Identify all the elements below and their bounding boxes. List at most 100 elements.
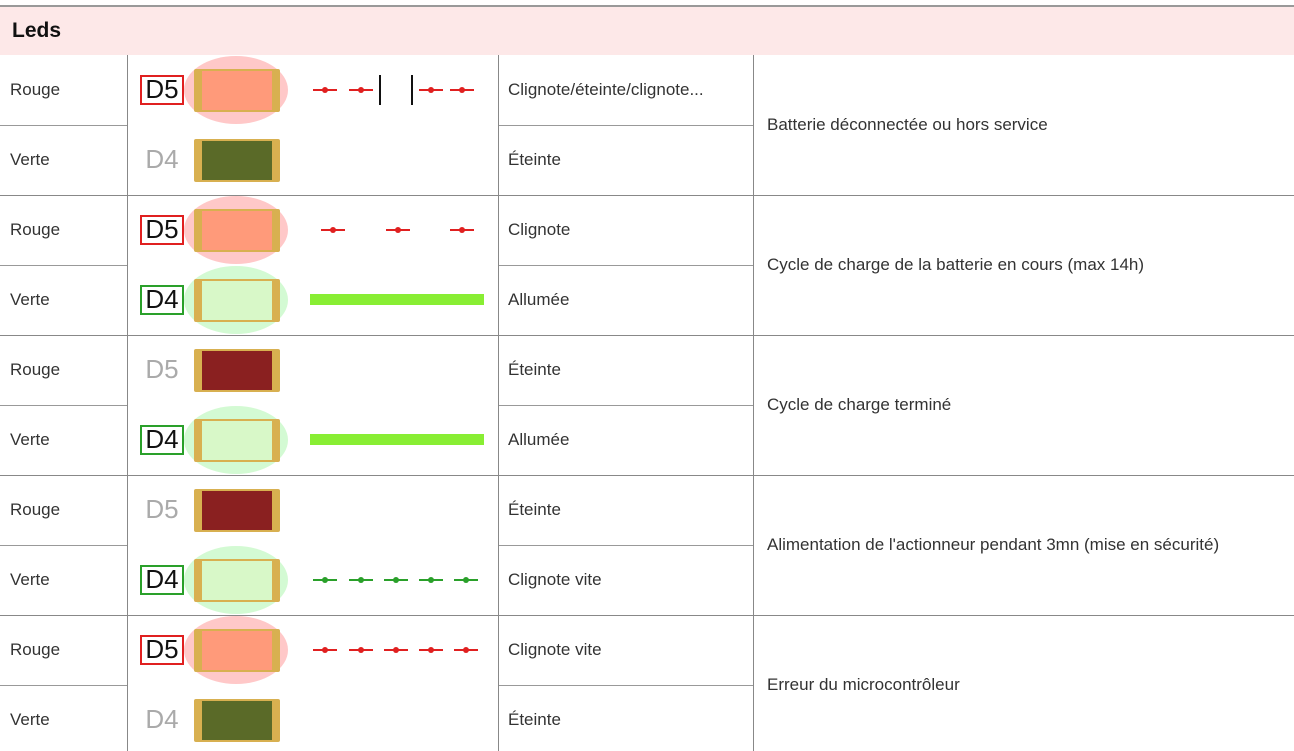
led-label: D5 <box>145 214 178 244</box>
led-label-box <box>140 75 184 105</box>
row-line <box>498 685 753 686</box>
description: Batterie déconnectée ou hors service <box>767 115 1048 134</box>
group-line <box>0 615 1294 616</box>
blink-dot <box>428 87 434 93</box>
led-color: Rouge <box>10 360 61 379</box>
led-state: Allumée <box>508 290 570 309</box>
led-chip <box>202 71 272 110</box>
led-label: D5 <box>145 494 178 524</box>
led-chip <box>202 211 272 250</box>
blink-dot <box>459 87 465 93</box>
led-graphic: D5 <box>145 489 280 532</box>
led-graphic: D4 <box>145 699 280 742</box>
led-label: D4 <box>145 284 178 314</box>
led-state: Éteinte <box>508 710 561 729</box>
blink-dot <box>428 577 434 583</box>
led-state: Clignote <box>508 220 571 239</box>
row-line <box>498 545 753 546</box>
led-label-box <box>140 635 184 665</box>
led-graphic: D4 <box>140 546 478 614</box>
led-state: Allumée <box>508 430 570 449</box>
led-state: Éteinte <box>508 500 561 519</box>
column-line <box>498 55 499 751</box>
row-line <box>498 265 753 266</box>
blink-dot <box>358 577 364 583</box>
led-state: Clignote vite <box>508 640 602 659</box>
row-line <box>0 125 127 126</box>
led-chip <box>202 561 272 600</box>
led-chip <box>202 701 272 740</box>
blink-dot <box>395 227 401 233</box>
led-graphic: D5 <box>145 349 280 392</box>
description: Erreur du microcontrôleur <box>767 675 960 694</box>
led-color: Verte <box>10 430 50 449</box>
row-line <box>0 685 127 686</box>
led-color: Rouge <box>10 640 61 659</box>
led-chip <box>202 491 272 530</box>
led-label-box <box>140 565 184 595</box>
led-graphic: D4 <box>145 139 280 182</box>
led-chip <box>202 351 272 390</box>
header: Leds <box>0 5 1294 55</box>
led-label: D4 <box>145 424 178 454</box>
led-label: D4 <box>145 704 178 734</box>
led-label: D5 <box>145 354 178 384</box>
led-graphic: D5 <box>140 196 474 264</box>
led-graphic: D4 <box>140 266 484 334</box>
on-bar <box>310 434 484 445</box>
led-color: Verte <box>10 290 50 309</box>
led-graphic: D5 <box>140 616 478 684</box>
led-color: Rouge <box>10 220 61 239</box>
column-line <box>753 55 754 751</box>
led-chip <box>202 421 272 460</box>
led-state: Éteinte <box>508 360 561 379</box>
row-line <box>0 405 127 406</box>
led-color: Verte <box>10 710 50 729</box>
row-line <box>498 125 753 126</box>
blink-dot <box>322 577 328 583</box>
led-chip <box>202 631 272 670</box>
led-label: D5 <box>145 634 178 664</box>
header-title: Leds <box>12 19 62 42</box>
blink-dot <box>322 647 328 653</box>
description: Alimentation de l'actionneur pendant 3mn… <box>767 535 1220 554</box>
row-line <box>0 545 127 546</box>
led-state: Clignote/éteinte/clignote... <box>508 80 704 99</box>
description: Cycle de charge terminé <box>767 395 952 414</box>
blink-dot <box>459 227 465 233</box>
group-line <box>0 475 1294 476</box>
blink-dot <box>428 647 434 653</box>
led-label: D4 <box>145 564 178 594</box>
description: Cycle de charge de la batterie en cours … <box>767 255 1145 274</box>
group-line <box>0 335 1294 336</box>
led-color: Verte <box>10 570 50 589</box>
blink-dot <box>330 227 336 233</box>
led-graphic: D4 <box>140 406 484 474</box>
blink-dot <box>393 577 399 583</box>
row-line <box>498 405 753 406</box>
led-label: D4 <box>145 144 178 174</box>
led-chip <box>202 281 272 320</box>
led-label-box <box>140 215 184 245</box>
led-color: Verte <box>10 150 50 169</box>
blink-dot <box>358 87 364 93</box>
led-label: D5 <box>145 74 178 104</box>
led-chip <box>202 141 272 180</box>
led-color: Rouge <box>10 80 61 99</box>
blink-dot <box>322 87 328 93</box>
column-line <box>127 55 128 751</box>
blink-dot <box>358 647 364 653</box>
blink-dot <box>393 647 399 653</box>
row-line <box>0 265 127 266</box>
led-graphic: D5 <box>140 56 474 124</box>
led-label-box <box>140 285 184 315</box>
blink-dot <box>463 647 469 653</box>
on-bar <box>310 294 484 305</box>
group-line <box>0 195 1294 196</box>
led-state: Éteinte <box>508 150 561 169</box>
led-state: Clignote vite <box>508 570 602 589</box>
blink-dot <box>463 577 469 583</box>
led-color: Rouge <box>10 500 61 519</box>
led-label-box <box>140 425 184 455</box>
